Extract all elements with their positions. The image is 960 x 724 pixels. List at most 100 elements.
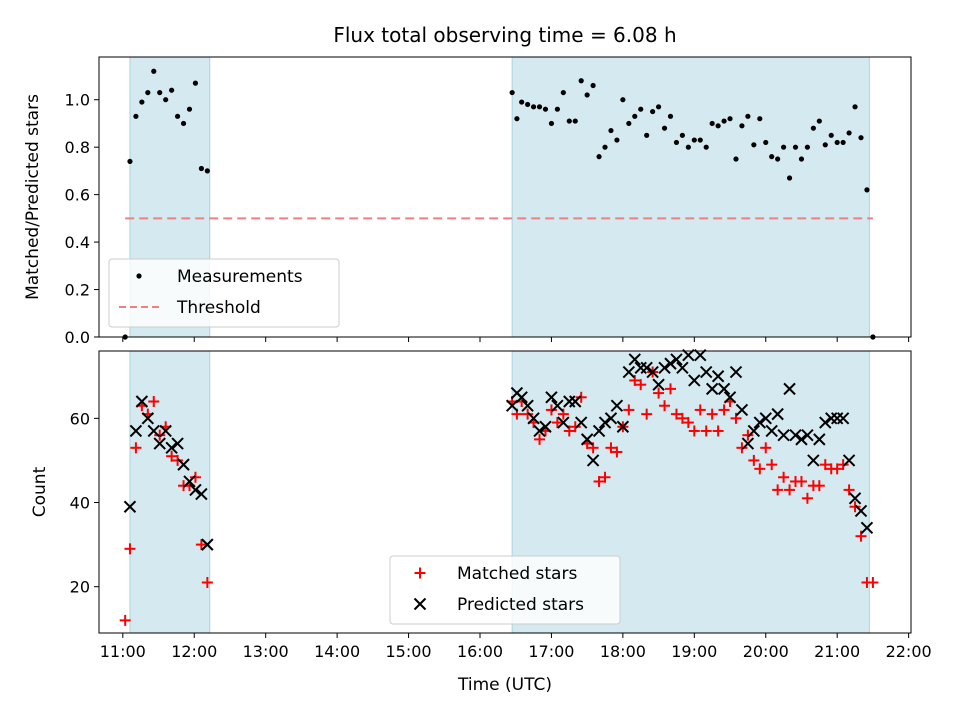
matched-star-point: [831, 463, 843, 475]
x-tick-label: 22:00: [886, 642, 932, 661]
measurement-point: [620, 97, 626, 103]
measurement-point: [151, 68, 157, 74]
x-tick-label: 21:00: [814, 642, 860, 661]
bottom-legend: Matched stars Predicted stars: [389, 555, 621, 625]
matched-star-point: [849, 501, 861, 513]
predicted-star-point: [842, 454, 856, 467]
measurement-point: [846, 130, 852, 136]
measurement-point: [514, 116, 520, 122]
predicted-star-point: [753, 416, 766, 429]
measurement-point: [525, 101, 531, 108]
predicted-star-point: [777, 428, 790, 442]
top-shaded-intervals: [129, 57, 870, 337]
predicted-star-point: [574, 416, 588, 429]
matched-star-point: [605, 442, 617, 454]
predicted-star-point: [854, 504, 868, 518]
predicted-star-point: [545, 391, 558, 404]
measurement-point: [644, 132, 650, 138]
measurement-point: [733, 156, 739, 162]
matched-star-point: [784, 484, 796, 496]
measurement-point: [834, 139, 840, 146]
matched-star-point: [659, 400, 671, 412]
y-tick-label: 60: [70, 409, 90, 428]
top-y-ticks: 0.0 0.2 0.4 0.6 0.8 1.0: [65, 91, 99, 347]
predicted-star-point: [533, 424, 546, 438]
measurement-point: [786, 175, 793, 181]
y-tick-label: 0.6: [65, 186, 90, 205]
predicted-star-point: [622, 365, 636, 379]
predicted-star-point: [123, 500, 137, 513]
matched-star-point: [575, 391, 587, 403]
predicted-star-point: [640, 361, 653, 375]
legend-label-threshold: Threshold: [176, 298, 261, 318]
predicted-star-point: [183, 475, 196, 488]
predicted-star-point: [586, 454, 600, 467]
matched-star-point: [819, 459, 831, 471]
measurement-point: [139, 99, 145, 105]
y-tick-label: 0.4: [65, 233, 90, 252]
measurement-point: [727, 116, 733, 122]
predicted-star-point: [759, 412, 772, 425]
measurement-point: [608, 127, 614, 134]
measurement-point: [519, 99, 525, 105]
predicted-star-point: [604, 412, 618, 425]
predicted-star-point: [171, 437, 184, 450]
top-legend: Measurements Threshold: [108, 258, 340, 328]
matched-star-point: [700, 425, 712, 437]
measurement-point: [163, 97, 169, 103]
measurement-point: [590, 82, 596, 89]
predicted-star-point: [539, 420, 552, 433]
measurement-point: [509, 89, 515, 96]
legend-plus-mark: [414, 567, 426, 579]
matched-star-point: [718, 404, 730, 416]
measurement-point: [638, 106, 644, 112]
matched-star-point: [534, 433, 546, 445]
measurement-point: [596, 154, 602, 160]
measurement-point: [169, 87, 175, 93]
matched-star-point: [795, 475, 807, 487]
x-tick-label: 20:00: [743, 642, 789, 661]
matched-star-point: [688, 425, 700, 437]
matched-star-point: [130, 442, 142, 454]
y-tick-label: 0.2: [65, 281, 90, 300]
legend-x-mark: [413, 597, 427, 611]
predicted-star-point: [598, 416, 612, 429]
measurement-point: [632, 113, 638, 119]
bottom-x-ticks: 11:00 12:00 13:00 14:00 15:00 16:00 17:00 18:00…: [100, 633, 932, 661]
measurement-point: [614, 137, 620, 143]
predicted-star-point: [664, 357, 677, 370]
measurement-point: [157, 89, 163, 96]
predicted-stars-points: [123, 349, 874, 551]
x-tick-label: 18:00: [600, 642, 646, 661]
matched-star-point: [664, 383, 676, 395]
measurement-point: [757, 116, 763, 122]
x-axis-label: Time (UTC): [457, 675, 552, 695]
measurement-point: [560, 89, 566, 96]
predicted-star-point: [592, 424, 606, 438]
matched-star-point: [813, 480, 825, 492]
predicted-star-point: [711, 370, 725, 383]
measurement-point: [781, 144, 787, 150]
predicted-star-point: [135, 395, 149, 408]
measurement-point: [691, 137, 697, 143]
matched-star-point: [154, 429, 166, 441]
matched-star-point: [766, 459, 778, 471]
measurement-point: [602, 144, 608, 150]
measurement-point: [858, 135, 864, 141]
matched-star-point: [611, 446, 623, 458]
matched-star-point: [670, 408, 682, 420]
top-y-axis-label: Matched/Predicted stars: [23, 94, 43, 300]
x-tick-label: 13:00: [243, 642, 289, 661]
predicted-star-point: [201, 538, 214, 551]
measurement-point: [810, 125, 816, 131]
measurement-point: [697, 137, 703, 143]
predicted-star-point: [783, 382, 796, 396]
shaded-interval-1: [512, 57, 870, 337]
measurement-point: [667, 113, 674, 119]
measurement-point: [186, 106, 193, 112]
measurement-point: [542, 106, 549, 112]
matched-star-point: [694, 404, 706, 416]
predicted-star-point: [747, 424, 761, 438]
matched-star-point: [641, 408, 653, 420]
y-tick-label: 0.0: [65, 328, 90, 347]
